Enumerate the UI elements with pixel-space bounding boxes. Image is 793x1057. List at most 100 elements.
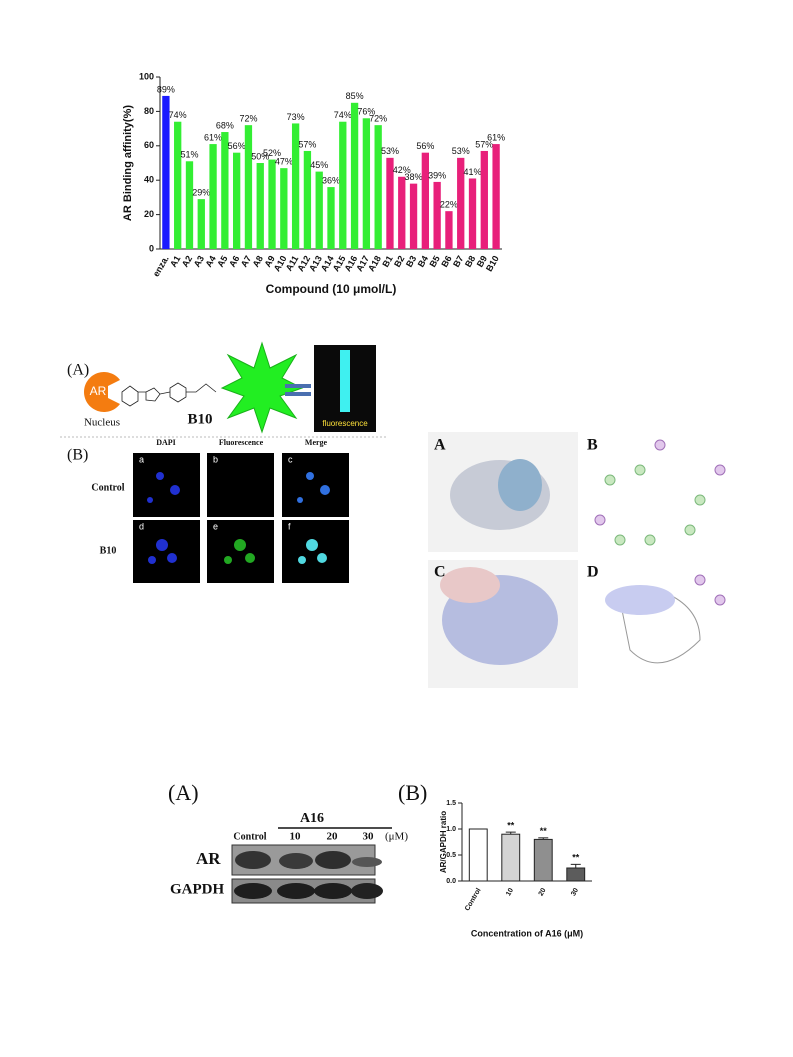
- panel-label: (A): [168, 780, 199, 805]
- y-tick-label: 0.0: [446, 878, 456, 885]
- row-label: B10: [100, 545, 117, 556]
- value-label: 53%: [381, 146, 399, 156]
- bar: [268, 159, 276, 249]
- bar: [480, 150, 488, 249]
- star: [220, 341, 304, 434]
- value-label: 38%: [405, 172, 423, 182]
- x-tick-label: B8: [463, 254, 477, 269]
- value-label: 52%: [263, 148, 281, 158]
- x-tick-label: A5: [215, 254, 229, 269]
- annotation: **: [507, 820, 515, 830]
- x-tick-label: B3: [404, 254, 418, 269]
- cell-label: a: [139, 454, 144, 464]
- x-tick-label: 10: [505, 887, 515, 897]
- panel-label: (A): [67, 362, 89, 379]
- x-tick-label: enza.: [151, 254, 171, 278]
- band-label: AR: [196, 849, 221, 868]
- bar: [350, 102, 359, 249]
- bar: [421, 152, 430, 249]
- bar: [398, 176, 406, 249]
- bar: [374, 125, 382, 249]
- x-tick-label: A6: [227, 254, 241, 269]
- x-tick-label: A8: [251, 254, 265, 269]
- bar: [386, 157, 394, 249]
- x-tick-label: A4: [203, 254, 217, 269]
- x-tick-label: A2: [180, 254, 194, 269]
- equals: [285, 392, 311, 396]
- micrographs: [133, 453, 349, 583]
- panel-label: (B): [67, 447, 88, 464]
- bar: [327, 187, 335, 249]
- x-tick-label: B6: [439, 254, 453, 269]
- value-label: 47%: [275, 157, 293, 167]
- value-label: 74%: [334, 110, 352, 120]
- ar-label: AR: [90, 384, 107, 398]
- y-tick-label: 40: [144, 175, 154, 185]
- value-label: 22%: [440, 200, 458, 210]
- value-label: 73%: [287, 112, 305, 122]
- bar: [362, 118, 371, 249]
- y-tick-label: 80: [144, 106, 154, 116]
- bar: [197, 199, 205, 249]
- value-label: 57%: [298, 139, 316, 149]
- lane-label: 10: [290, 831, 302, 843]
- value-label: 85%: [346, 91, 364, 101]
- equals: [285, 384, 311, 388]
- y-axis-label: AR/GAPDH ratio: [439, 811, 448, 873]
- column-label: Fluorescence: [219, 438, 264, 447]
- value-label: 76%: [357, 107, 375, 117]
- y-tick-label: 100: [139, 71, 154, 81]
- column-label: Merge: [305, 438, 328, 447]
- value-label: 74%: [169, 110, 187, 120]
- bar: [468, 828, 488, 882]
- value-label: 89%: [157, 84, 175, 94]
- x-tick-label: A1: [168, 254, 182, 269]
- cell-label: e: [213, 521, 218, 531]
- bar: [303, 150, 312, 249]
- y-tick-label: 60: [144, 140, 154, 150]
- bar: [457, 157, 465, 249]
- row-label: Control: [91, 482, 124, 493]
- value-label: 56%: [416, 141, 434, 151]
- glow: [340, 350, 350, 412]
- x-tick-label: B2: [392, 254, 406, 269]
- bar: [433, 181, 441, 249]
- cell-label: d: [139, 521, 144, 531]
- bar: [209, 144, 217, 249]
- structure: [121, 382, 217, 407]
- bar: [566, 867, 586, 882]
- x-tick-label: A9: [262, 254, 276, 269]
- panel-label: D: [587, 564, 599, 581]
- x-tick-label: 30: [570, 887, 580, 897]
- docking-images: [428, 432, 726, 688]
- x-tick-label: 20: [538, 887, 548, 897]
- value-label: 39%: [428, 170, 446, 180]
- panel-label: A: [434, 437, 446, 454]
- y-tick-label: 1.0: [446, 826, 456, 833]
- x-tick-label: B9: [475, 254, 489, 269]
- value-label: 61%: [204, 132, 222, 142]
- bar: [315, 171, 323, 249]
- x-axis-label: Compound (10 μmol/L): [266, 282, 397, 296]
- y-tick-label: 1.5: [446, 800, 456, 807]
- column-label: DAPI: [156, 438, 176, 447]
- value-label: 61%: [487, 132, 505, 142]
- bar: [291, 123, 300, 249]
- bar: [174, 121, 182, 249]
- y-tick-label: 0: [149, 243, 154, 253]
- panel-label: B: [587, 437, 598, 454]
- bar: [409, 183, 418, 249]
- bar: [501, 833, 521, 882]
- ar-shape: [84, 372, 120, 413]
- value-label: 51%: [180, 150, 198, 160]
- bar: [162, 95, 170, 249]
- x-tick-label: B7: [451, 254, 465, 269]
- value-label: 68%: [216, 120, 234, 130]
- x-tick-label: A7: [239, 254, 253, 269]
- x-tick-label: B5: [428, 254, 442, 269]
- value-label: 53%: [452, 146, 470, 156]
- x-tick-label: B1: [380, 254, 394, 269]
- panel-label: C: [434, 564, 446, 581]
- value-label: 50%: [251, 151, 269, 161]
